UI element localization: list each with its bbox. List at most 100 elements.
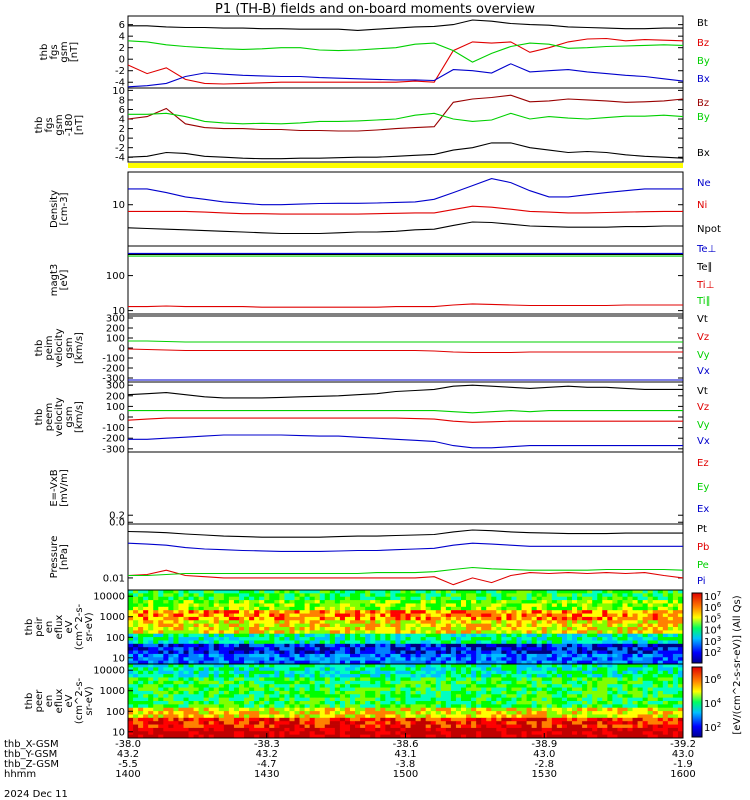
spectrogram-cell — [582, 690, 588, 695]
spectrogram-cell — [324, 620, 331, 625]
spectrogram-cell — [294, 707, 300, 712]
spectrogram-cell — [627, 623, 633, 628]
spectrogram-cell — [491, 593, 497, 598]
spectrogram-cell — [259, 674, 265, 678]
spectrogram-cell — [249, 687, 255, 692]
spectrogram-cell — [592, 650, 598, 655]
spectrogram-cell — [289, 610, 295, 614]
spectrogram-cell — [213, 623, 220, 628]
spectrogram-cell — [395, 623, 401, 628]
spectrogram-cell — [228, 727, 235, 732]
spectrogram-cell — [360, 610, 366, 614]
spectrogram-cell — [612, 667, 618, 672]
spectrogram-cell — [304, 610, 311, 614]
spectrogram-cell — [531, 670, 538, 675]
spectrogram-cell — [319, 620, 326, 625]
spectrogram-cell — [178, 650, 184, 655]
spectrogram-cell — [314, 727, 321, 732]
spectrogram-cell — [617, 707, 623, 712]
y-tick-label: 2 — [119, 43, 125, 54]
spectrogram-cell — [425, 727, 432, 732]
spectrogram-cell — [677, 714, 684, 719]
spectrogram-cell — [556, 667, 563, 672]
spectrogram-cell — [405, 653, 411, 658]
spectrogram-cell — [365, 727, 371, 732]
spectrogram-cell — [284, 674, 290, 678]
spectrogram-cell — [324, 650, 331, 655]
spectrogram-cell — [339, 697, 346, 702]
spectrogram-cell — [617, 664, 623, 668]
spectrogram-cell — [239, 721, 245, 725]
spectrogram-cell — [466, 603, 472, 608]
spectrogram-cell — [344, 627, 351, 631]
spectrogram-cell — [284, 731, 290, 736]
spectrogram-cell — [249, 647, 255, 651]
spectrogram-cell — [602, 640, 608, 645]
spectrogram-cell — [198, 714, 205, 719]
spectrogram-cell — [400, 717, 406, 722]
spectrogram-cell — [269, 670, 275, 675]
spectrogram-cell — [607, 677, 613, 682]
spectrogram-cell — [632, 590, 638, 594]
spectrogram-cell — [133, 647, 139, 651]
spectrogram-cell — [168, 630, 174, 635]
spectrogram-cell — [395, 593, 401, 598]
spectrogram-cell — [148, 677, 154, 682]
spectrogram-cell — [667, 657, 674, 662]
spectrogram-cell — [657, 711, 664, 715]
spectrogram-cell — [410, 616, 416, 621]
spectrogram-cell — [254, 707, 260, 712]
spectrogram-cell — [178, 630, 184, 635]
spectrogram-cell — [556, 670, 563, 675]
spectrogram-cell — [536, 610, 543, 614]
spectrogram-cell — [637, 711, 644, 715]
spectrogram-cell — [677, 640, 684, 645]
spectrogram-cell — [188, 657, 194, 662]
spectrogram-cell — [410, 697, 416, 702]
spectrogram-cell — [158, 647, 164, 651]
spectrogram-cell — [677, 674, 684, 678]
spectrogram-cell — [642, 627, 649, 631]
spectrogram-cell — [208, 620, 215, 625]
spectrogram-cell — [551, 660, 558, 665]
spectrogram-cell — [572, 590, 578, 594]
spectrogram-cell — [360, 707, 366, 712]
spectrogram-cell — [148, 633, 154, 638]
spectrogram-cell — [355, 610, 361, 614]
spectrogram-cell — [572, 620, 578, 625]
spectrogram-cell — [425, 707, 432, 712]
spectrogram-cell — [627, 633, 633, 638]
spectrogram-cell — [355, 704, 361, 709]
spectrogram-cell — [203, 677, 210, 682]
spectrogram-cell — [627, 667, 633, 672]
spectrogram-cell — [647, 687, 654, 692]
spectrogram-cell — [380, 660, 386, 665]
spectrogram-cell — [642, 677, 649, 682]
spectrogram-cell — [501, 630, 507, 635]
spectrogram-cell — [158, 734, 164, 739]
spectrogram-cell — [380, 610, 386, 614]
spectrogram-cell — [496, 694, 502, 699]
spectrogram-cell — [561, 593, 568, 598]
spectrogram-cell — [637, 640, 644, 645]
spectrogram-cell — [218, 727, 225, 732]
spectrogram-cell — [546, 664, 553, 668]
spectrogram-cell — [511, 627, 517, 631]
spectrogram-cell — [284, 697, 290, 702]
spectrogram-cell — [390, 724, 396, 729]
spectrogram-cell — [526, 667, 533, 672]
spectrogram-cell — [319, 616, 326, 621]
spectrogram-cell — [546, 707, 553, 712]
spectrogram-cell — [597, 647, 603, 651]
spectrogram-cell — [319, 694, 326, 699]
spectrogram-cell — [541, 727, 548, 732]
spectrogram-cell — [254, 677, 260, 682]
spectrogram-cell — [572, 714, 578, 719]
spectrogram-cell — [365, 664, 371, 668]
spectrogram-cell — [476, 717, 482, 722]
spectrogram-cell — [587, 600, 593, 604]
spectrogram-cell — [521, 620, 527, 625]
spectrogram-cell — [133, 637, 139, 641]
spectrogram-cell — [203, 664, 210, 668]
spectrogram-cell — [667, 606, 674, 611]
